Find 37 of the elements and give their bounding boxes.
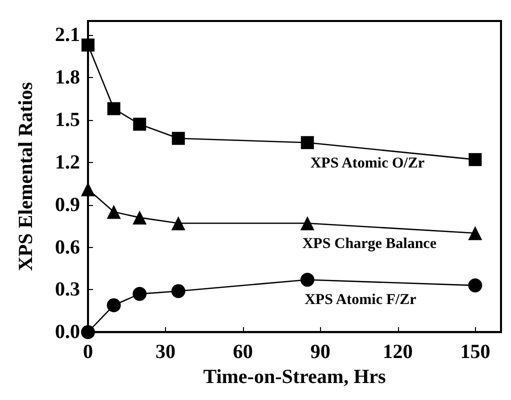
y-tick-label: 0.9 [55, 194, 80, 216]
point [107, 102, 120, 116]
y-axis-title: XPS Elemental Ratios [15, 82, 37, 271]
point [133, 118, 146, 131]
point [132, 210, 147, 225]
point [81, 182, 95, 196]
series-label: XPS Charge Balance [302, 236, 437, 252]
y-tick-label: 1.5 [55, 108, 80, 131]
series-label: XPS Atomic F/Zr [304, 292, 417, 308]
point [468, 153, 482, 166]
x-tick-label: 150 [460, 341, 490, 364]
y-tick-label: 0.3 [55, 278, 80, 301]
point [106, 298, 121, 312]
point [468, 226, 482, 240]
x-tick-label: 60 [232, 341, 253, 364]
point [300, 136, 314, 150]
y-tick-label: 0.0 [55, 321, 80, 344]
point [171, 216, 186, 230]
x-tick-label: 0 [83, 341, 93, 364]
x-tick-label: 120 [382, 341, 413, 364]
point [132, 286, 147, 301]
point [106, 204, 121, 219]
point [81, 325, 95, 340]
point [468, 278, 482, 292]
y-tick-label: 1.2 [55, 151, 80, 174]
x-tick-label: 90 [310, 341, 330, 364]
x-axis-title: Time-on-Stream, Hrs [203, 366, 386, 388]
y-tick-label: 2.1 [55, 24, 80, 46]
series-label: XPS Atomic O/Zr [310, 156, 425, 172]
y-tick-label: 0.6 [55, 236, 80, 258]
point [82, 38, 94, 52]
x-tick-label: 30 [155, 341, 176, 364]
point [171, 284, 186, 298]
point [300, 216, 314, 230]
point [300, 272, 314, 287]
point [172, 132, 185, 145]
y-tick-label: 1.8 [55, 66, 80, 89]
